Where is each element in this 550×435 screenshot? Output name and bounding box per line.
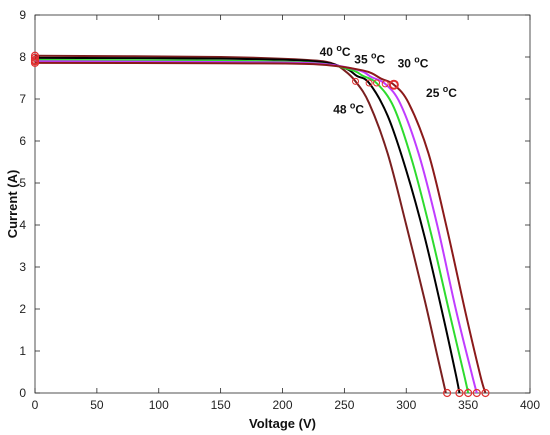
x-tick-label: 0 — [32, 398, 39, 412]
temperature-unit: C — [420, 57, 429, 71]
temperature-unit: C — [376, 52, 385, 66]
voc-marker-35c — [464, 388, 473, 398]
degree-symbol: o — [414, 55, 420, 65]
temperature-value: 35 — [354, 52, 371, 66]
y-tick-label: 6 — [19, 134, 26, 148]
degree-symbol: o — [350, 101, 356, 111]
y-tick-label: 1 — [19, 344, 26, 358]
temperature-value: 40 — [320, 45, 337, 59]
series-layer — [34, 54, 487, 394]
y-axis-title: Current (A) — [5, 170, 20, 239]
series-line-25c — [34, 61, 487, 394]
x-tick-label: 350 — [458, 398, 478, 412]
series-line-30c — [34, 60, 478, 394]
mpp-marker-35c — [373, 79, 381, 87]
x-tick-label: 100 — [149, 398, 169, 412]
x-tick-label: 300 — [396, 398, 416, 412]
x-tick-label: 250 — [334, 398, 354, 412]
temperature-label: 48 oC — [333, 101, 364, 117]
degree-symbol: o — [443, 84, 449, 94]
isc-marker-25c — [30, 58, 40, 67]
mpp-marker-48c — [352, 77, 360, 85]
mpp-marker-25c — [388, 79, 399, 90]
temperature-unit: C — [342, 45, 351, 59]
mpp-marker-30c — [381, 80, 389, 88]
x-tick-label: 200 — [272, 398, 292, 412]
voc-marker-40c — [455, 388, 464, 398]
x-tick-label: 50 — [90, 398, 104, 412]
degree-symbol: o — [371, 50, 377, 60]
y-axis-ticks: 0 1 2 3 4 5 6 7 8 9 — [19, 8, 530, 400]
temperature-value: 30 — [398, 57, 415, 71]
temperature-label: 35 oC — [354, 50, 385, 66]
y-tick-label: 5 — [19, 176, 26, 190]
temperature-label: 30 oC — [398, 55, 429, 71]
x-axis-ticks: 0 50 100 150 200 250 300 350 400 — [32, 15, 540, 412]
voc-marker-30c — [472, 388, 481, 398]
temperature-label: 40 oC — [320, 43, 351, 59]
series-line-48c — [34, 54, 447, 394]
y-tick-label: 9 — [19, 8, 26, 22]
y-tick-label: 8 — [19, 50, 26, 64]
x-tick-label: 400 — [520, 398, 540, 412]
y-tick-label: 0 — [19, 386, 26, 400]
mpp-marker-40c — [365, 79, 373, 87]
degree-symbol: o — [336, 43, 342, 53]
x-tick-label: 150 — [211, 398, 231, 412]
temperature-unit: C — [448, 86, 457, 100]
temperature-value: 25 — [426, 86, 443, 100]
temperature-unit: C — [355, 103, 364, 117]
marker-layer — [30, 51, 490, 398]
series-line-40c — [34, 56, 461, 394]
y-tick-label: 3 — [19, 260, 26, 274]
temperature-label: 25 oC — [426, 84, 457, 100]
temperature-value: 48 — [333, 103, 350, 117]
voc-marker-25c — [481, 388, 490, 398]
y-tick-label: 7 — [19, 92, 26, 106]
y-tick-label: 2 — [19, 302, 26, 316]
y-tick-label: 4 — [19, 218, 26, 232]
x-axis-title: Voltage (V) — [249, 416, 316, 431]
voc-marker-48c — [442, 388, 452, 398]
series-line-35c — [34, 58, 470, 394]
